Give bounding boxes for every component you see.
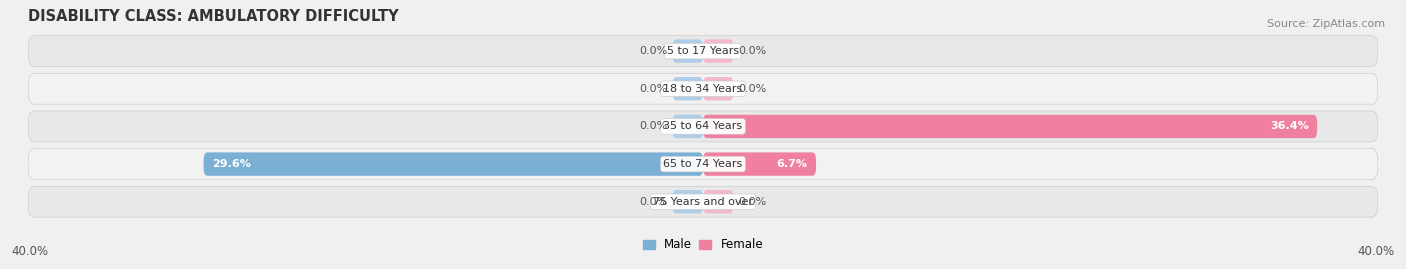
- Text: 5 to 17 Years: 5 to 17 Years: [666, 46, 740, 56]
- FancyBboxPatch shape: [204, 153, 703, 176]
- Text: 6.7%: 6.7%: [776, 159, 807, 169]
- Text: 40.0%: 40.0%: [11, 245, 48, 258]
- Text: DISABILITY CLASS: AMBULATORY DIFFICULTY: DISABILITY CLASS: AMBULATORY DIFFICULTY: [28, 9, 399, 24]
- FancyBboxPatch shape: [703, 115, 1317, 138]
- Text: 0.0%: 0.0%: [640, 121, 668, 132]
- FancyBboxPatch shape: [672, 190, 703, 213]
- Text: 75 Years and over: 75 Years and over: [652, 197, 754, 207]
- Text: 0.0%: 0.0%: [738, 84, 766, 94]
- FancyBboxPatch shape: [703, 153, 815, 176]
- Text: 40.0%: 40.0%: [1358, 245, 1395, 258]
- FancyBboxPatch shape: [28, 111, 1378, 142]
- Text: Source: ZipAtlas.com: Source: ZipAtlas.com: [1267, 19, 1385, 29]
- Text: 0.0%: 0.0%: [640, 197, 668, 207]
- FancyBboxPatch shape: [703, 40, 734, 63]
- Text: 36.4%: 36.4%: [1270, 121, 1309, 132]
- Legend: Male, Female: Male, Female: [638, 234, 768, 256]
- FancyBboxPatch shape: [703, 77, 734, 100]
- Text: 0.0%: 0.0%: [640, 46, 668, 56]
- FancyBboxPatch shape: [28, 186, 1378, 217]
- Text: 29.6%: 29.6%: [212, 159, 250, 169]
- Text: 35 to 64 Years: 35 to 64 Years: [664, 121, 742, 132]
- FancyBboxPatch shape: [672, 40, 703, 63]
- FancyBboxPatch shape: [672, 115, 703, 138]
- FancyBboxPatch shape: [28, 73, 1378, 104]
- FancyBboxPatch shape: [672, 77, 703, 100]
- Text: 0.0%: 0.0%: [738, 46, 766, 56]
- Text: 65 to 74 Years: 65 to 74 Years: [664, 159, 742, 169]
- Text: 0.0%: 0.0%: [640, 84, 668, 94]
- Text: 0.0%: 0.0%: [738, 197, 766, 207]
- Text: 18 to 34 Years: 18 to 34 Years: [664, 84, 742, 94]
- FancyBboxPatch shape: [28, 36, 1378, 66]
- FancyBboxPatch shape: [28, 149, 1378, 179]
- FancyBboxPatch shape: [703, 190, 734, 213]
